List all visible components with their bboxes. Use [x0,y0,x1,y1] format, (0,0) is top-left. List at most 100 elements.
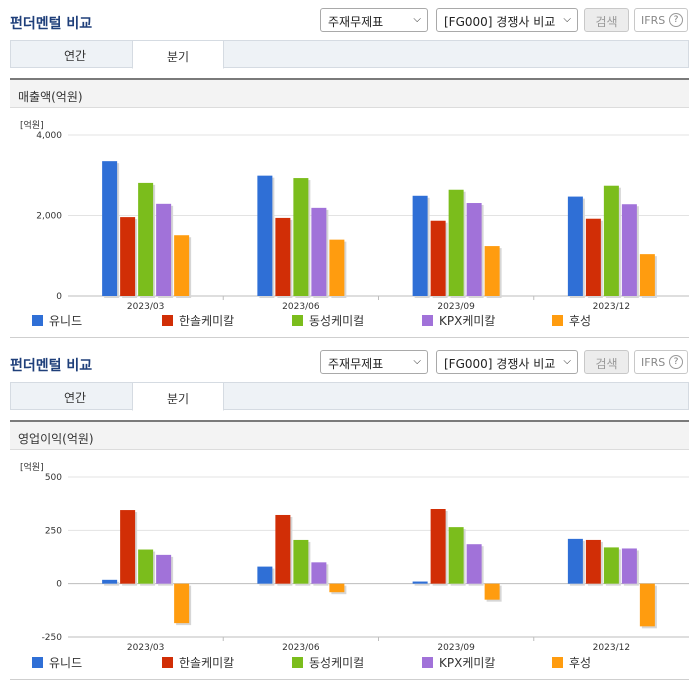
compare-select-value: [FG000] 경쟁사 비교 [444,357,556,371]
bar [275,217,291,296]
tab-annual[interactable]: 연간 [63,391,87,405]
y-tick-label: 500 [45,473,62,483]
y-tick-label: 0 [56,580,62,590]
legend-item[interactable]: KPX케미칼 [422,654,495,671]
y-tick-label: 250 [45,526,62,536]
legend-label: KPX케미칼 [439,314,496,328]
bar [329,239,345,296]
y-tick-label: 4,000 [36,131,62,141]
bar [257,566,273,584]
legend-swatch [552,315,563,326]
legend-label: 유니드 [49,656,83,670]
help-icon[interactable]: ? [669,355,683,369]
y-tick-label: 2,000 [36,212,62,222]
legend-swatch [292,657,303,668]
bar [102,161,118,296]
chart-title: 매출액(억원) [10,78,689,108]
bar [156,203,172,296]
x-tick-label: 2023/09 [437,643,475,653]
bar [639,254,655,296]
ifrs-label: IFRS [641,356,666,369]
legend-item[interactable]: 유니드 [32,312,82,329]
statement-select[interactable]: 주재무제표 ⌵ [320,350,428,374]
legend-swatch [32,315,43,326]
x-tick-label: 2023/12 [593,302,630,312]
bar [120,510,136,584]
compare-select-value: [FG000] 경쟁사 비교 [444,15,556,29]
bar [567,538,583,584]
search-button[interactable]: 검색 [584,350,629,374]
statement-select-value: 주재무제표 [328,357,384,371]
tab-quarterly[interactable]: 분기 [132,40,224,69]
tab-annual[interactable]: 연간 [63,49,87,63]
legend-swatch [162,315,173,326]
bar [102,579,118,584]
bar [448,527,464,584]
bar [448,189,464,296]
legend-label: 유니드 [49,314,83,328]
fundamental-compare-revenue: 펀더멘털 비교 주재무제표 ⌵ [FG000] 경쟁사 비교 ⌵ 검색 IFRS… [10,8,689,338]
bar [412,195,428,296]
operating-income-chart: -250 0 250 500 2023/03 2023/06 2023/09 2023/12 [42,473,689,653]
unit-label: [억원] [20,463,44,473]
section-title: 펀더멘털 비교 [10,358,93,374]
statement-select[interactable]: 주재무제표 ⌵ [320,8,428,32]
bar-shadow [104,581,120,586]
legend-item[interactable]: 동성케미컬 [292,654,364,671]
legend-label: KPX케미칼 [439,656,496,670]
tab-quarterly[interactable]: 분기 [132,382,224,411]
unit-label: [억원] [20,121,44,131]
compare-select[interactable]: [FG000] 경쟁사 비교 ⌵ [436,8,578,32]
legend-swatch [422,315,433,326]
legend-label: 동성케미컬 [309,314,365,328]
compare-select[interactable]: [FG000] 경쟁사 비교 ⌵ [436,350,578,374]
bar [174,583,190,624]
bar [275,514,291,584]
period-tabs: 연간 분기 [10,40,689,69]
chevron-down-icon: ⌵ [563,356,571,367]
bar [138,549,154,584]
section-title: 펀더멘털 비교 [10,16,93,32]
legend-label: 한솔케미칼 [179,314,235,328]
x-tick-label: 2023/12 [593,643,630,653]
bar [293,539,309,584]
bar [484,246,500,296]
x-tick-label: 2023/09 [437,302,475,312]
legend-item[interactable]: 동성케미컬 [292,312,364,329]
legend-swatch [422,657,433,668]
help-icon[interactable]: ? [669,13,683,27]
chevron-down-icon: ⌵ [413,356,421,367]
legend-item[interactable]: 한솔케미칼 [162,654,234,671]
legend-item[interactable]: 후성 [552,312,591,329]
ifrs-button[interactable]: IFRS ? [634,350,688,374]
legend-item[interactable]: 후성 [552,654,591,671]
bar [603,547,619,584]
chart-legend: 유니드 한솔케미칼 동성케미컬 KPX케미칼 후성 [32,312,692,328]
ifrs-label: IFRS [641,14,666,27]
revenue-chart: 0 2,000 4,000 2023/03 2023/06 2023/09 2023/12 [36,131,689,312]
legend-item[interactable]: 한솔케미칼 [162,312,234,329]
chart-box: 영업이익(억원) [억원] -250 0 250 500 2023/03 2023/06 2… [10,420,689,680]
legend-item[interactable]: 유니드 [32,654,82,671]
legend-label: 한솔케미칼 [179,656,235,670]
search-button[interactable]: 검색 [584,8,629,32]
x-tick-label: 2023/03 [127,643,164,653]
period-tabs: 연간 분기 [10,382,689,411]
ifrs-button[interactable]: IFRS ? [634,8,688,32]
bar [257,175,273,296]
chart-legend: 유니드 한솔케미칼 동성케미컬 KPX케미칼 후성 [32,654,692,670]
bar [430,220,446,296]
y-tick-label: 0 [56,292,62,302]
bar [120,217,136,296]
bar [466,203,482,296]
bar [311,207,327,296]
x-tick-label: 2023/03 [127,302,164,312]
bar [585,539,601,584]
legend-item[interactable]: KPX케미칼 [422,312,495,329]
bar [329,583,345,593]
legend-swatch [32,657,43,668]
bar [466,544,482,584]
chart-box: 매출액(억원) [억원] 0 2,000 4,000 2023/03 2023/06 20… [10,78,689,338]
legend-label: 후성 [569,314,592,328]
bar [484,583,500,600]
